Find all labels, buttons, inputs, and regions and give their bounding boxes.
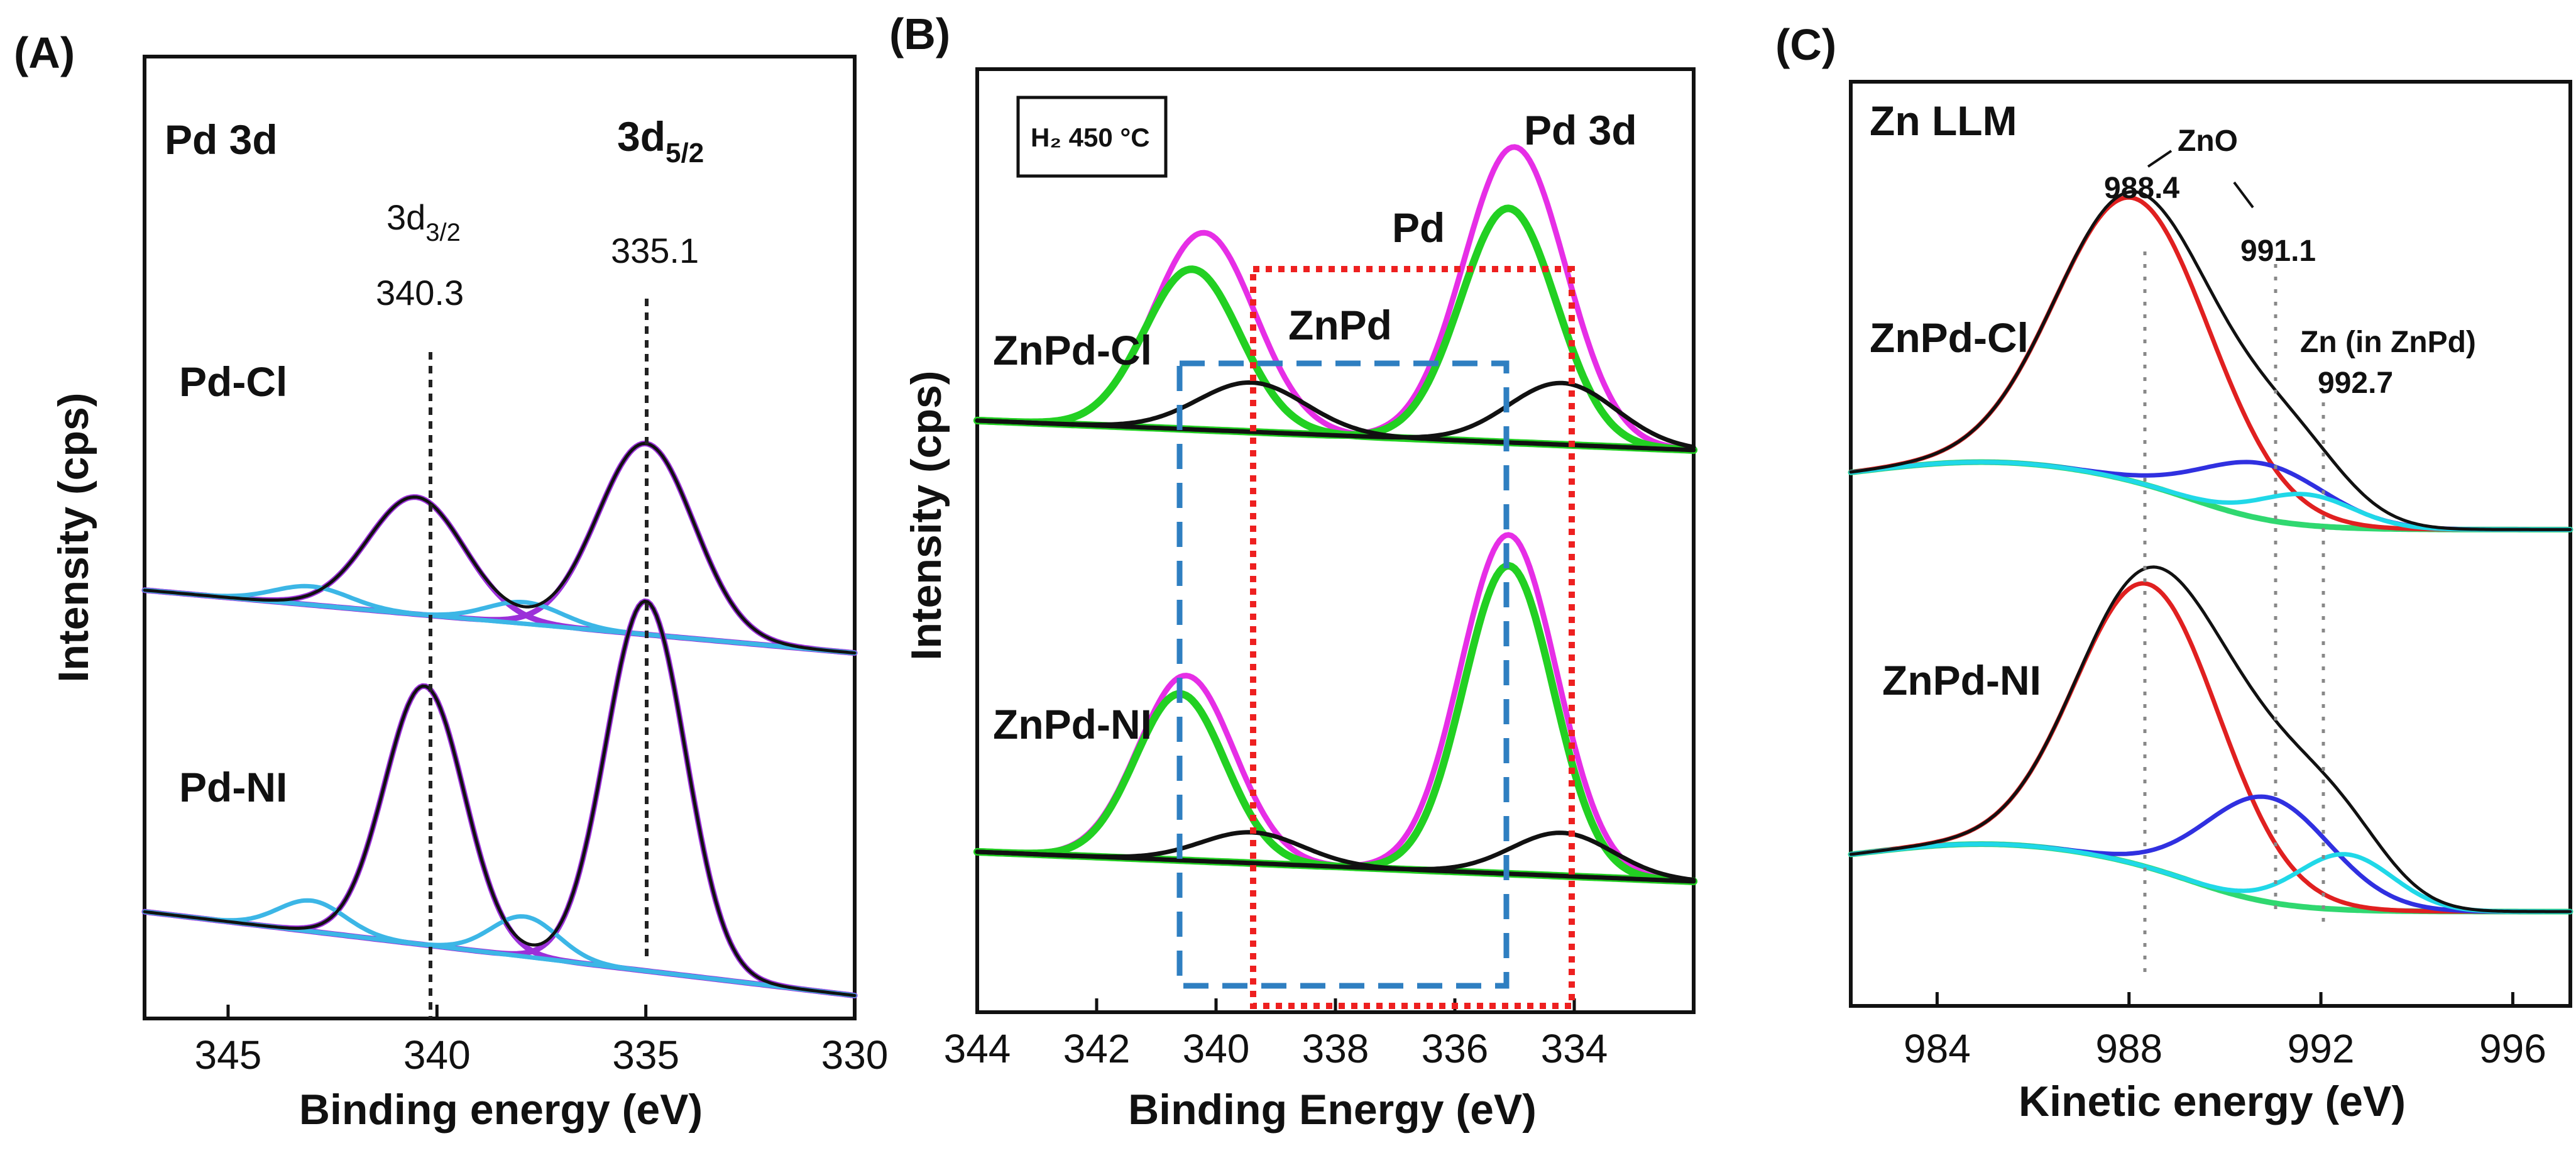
panel-a-tick-label: 330 — [821, 1032, 889, 1078]
panel-b-title: Pd 3d — [1524, 107, 1637, 153]
panel-b-y-axis-title: Intensity (cps) — [902, 371, 950, 661]
panel-a: (A) 345 340 335 330 Pd 3d 3d3/2 340.3 3d5/2… — [14, 28, 888, 1134]
panel-c-measured-envelope — [1849, 565, 2572, 913]
panel-c-curves — [1848, 190, 2573, 915]
panel-c-x-ticks: 984 988 992 996 — [1904, 992, 2546, 1071]
panel-c-sample-znpd-ni: ZnPd-NI — [1882, 657, 2041, 704]
panel-b-region-znpd-box — [1176, 360, 1510, 989]
panel-c-peak-label-zno: ZnO — [2178, 124, 2238, 158]
panel-a-tick-label: 345 — [195, 1032, 262, 1078]
panel-c-peak-value-991-1: 991.1 — [2240, 235, 2316, 268]
panel-a-x-ticks: 345 340 335 330 — [195, 1005, 889, 1078]
panel-a-plot-frame — [143, 55, 857, 1020]
panel-a-peak-label-3d52-sub: 5/2 — [666, 138, 704, 168]
panel-a-sample-pd-cl: Pd-Cl — [179, 358, 287, 405]
panel-c-tick-label: 996 — [2479, 1026, 2546, 1071]
panel-c-x-axis-title: Kinetic energy (eV) — [2019, 1078, 2406, 1125]
panel-a-measured-envelope — [143, 599, 857, 997]
panel-c-measured-envelope — [1849, 190, 2572, 531]
panel-b-sample-znpd-ni: ZnPd-NI — [993, 701, 1152, 748]
panel-b-label: (B) — [889, 9, 950, 58]
panel-b-tick-label: 342 — [1063, 1026, 1131, 1071]
panel-b-tick-label: 336 — [1422, 1026, 1489, 1071]
panel-a-peak-label-3d32: 3d3/2 — [386, 197, 461, 246]
panel-b-tick-label: 340 — [1183, 1026, 1250, 1071]
panel-b-tick-label: 344 — [944, 1026, 1011, 1071]
panel-a-tick-label: 335 — [612, 1032, 679, 1078]
panel-b-region-pd-label: Pd — [1392, 204, 1445, 251]
panel-b-peak-pd-component — [975, 380, 1696, 450]
panel-a-tick-label: 340 — [403, 1032, 471, 1078]
panel-b-tick-label: 334 — [1541, 1026, 1608, 1071]
panel-a-peak-label-3d52-name: 3d — [617, 113, 666, 160]
panel-c-peak-value-992-7: 992.7 — [2318, 367, 2393, 400]
panel-a-peak-label-3d32-name: 3d — [386, 197, 425, 237]
panel-a-x-axis-title: Binding energy (eV) — [299, 1086, 703, 1134]
panel-b-x-axis-title: Binding Energy (eV) — [1128, 1086, 1537, 1134]
panel-a-label: (A) — [14, 28, 75, 77]
panel-c-tick-label: 992 — [2288, 1026, 2355, 1071]
panel-b-x-ticks: 344 342 340 338 336 334 — [944, 998, 1608, 1071]
panel-b-condition-box — [1016, 96, 1168, 178]
panel-b-sample-znpd-cl: ZnPd-Cl — [993, 327, 1152, 373]
panel-a-peak-label-3d32-sub: 3/2 — [425, 219, 461, 246]
panel-c-peak-label-zn-in-znpd: Zn (in ZnPd) — [2300, 326, 2476, 359]
panel-c-plot-frame — [1849, 80, 2572, 1008]
panel-c-sample-znpd-cl: ZnPd-Cl — [1870, 314, 2029, 361]
panel-c-zno-arrow-right — [2233, 181, 2254, 209]
panel-c-label: (C) — [1775, 20, 1836, 69]
panel-a-peak-label-3d52: 3d5/2 — [617, 113, 704, 168]
panel-a-sample-pd-ni: Pd-NI — [179, 764, 287, 810]
panel-a-title: Pd 3d — [165, 116, 278, 163]
panel-a-measured-envelope — [143, 441, 857, 655]
panel-c-tick-label: 988 — [2095, 1026, 2162, 1071]
panel-a-curves — [141, 440, 858, 998]
panel-c-zno-arrow-left — [2147, 150, 2173, 168]
panel-c-tick-label: 984 — [1904, 1026, 1971, 1071]
panel-c-title: Zn LLM — [1870, 97, 2017, 144]
panel-a-y-axis-title: Intensity (cps) — [50, 393, 97, 683]
panel-b-region-znpd-label: ZnPd — [1288, 302, 1392, 348]
panel-a-peak-value-335-1: 335.1 — [611, 231, 699, 270]
panel-c: (C) 984 988 992 996 Zn LLM ZnO 988.4 991.1 … — [1775, 20, 2573, 1125]
panel-c-peak-value-988-4: 988.4 — [2104, 172, 2179, 205]
panel-b: (B) 344 342 340 338 336 334 H₂ 450 °C Pd 3d P… — [889, 9, 1697, 1134]
panel-b-condition-text: H₂ 450 °C — [1031, 123, 1150, 152]
panel-b-tick-label: 338 — [1302, 1026, 1369, 1071]
panel-a-peak-value-340-3: 340.3 — [376, 273, 464, 312]
